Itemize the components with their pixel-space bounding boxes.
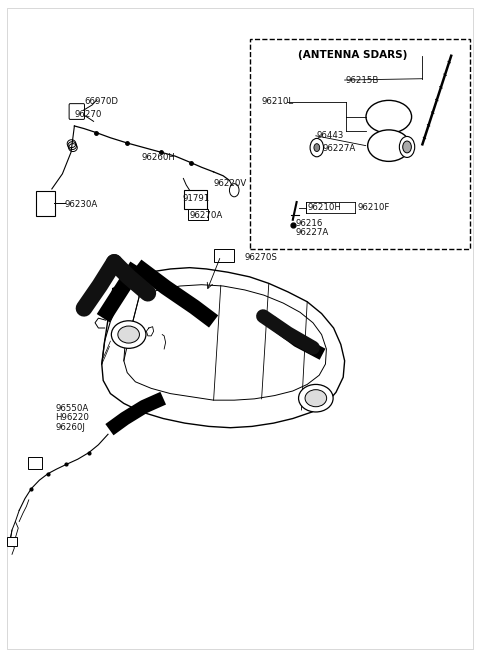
Ellipse shape [299, 384, 333, 412]
Text: (ANTENNA SDARS): (ANTENNA SDARS) [298, 50, 407, 60]
Ellipse shape [111, 321, 146, 348]
Text: 96227A: 96227A [295, 228, 328, 237]
Circle shape [403, 141, 411, 153]
Text: 96210H: 96210H [307, 203, 341, 213]
Text: 96230A: 96230A [65, 200, 98, 209]
Text: 96270S: 96270S [245, 253, 277, 262]
Text: 91791: 91791 [182, 194, 210, 203]
Circle shape [399, 136, 415, 157]
Ellipse shape [368, 130, 410, 161]
Text: 96550A: 96550A [55, 403, 88, 413]
Text: 96260J: 96260J [55, 423, 85, 432]
Text: H96220: H96220 [55, 413, 89, 422]
Text: 96210L: 96210L [262, 97, 294, 106]
Text: 96215B: 96215B [346, 75, 379, 85]
Text: 96270: 96270 [74, 110, 102, 119]
Text: 96443: 96443 [317, 131, 344, 140]
Text: 96270A: 96270A [190, 211, 223, 220]
Text: 96216: 96216 [295, 218, 323, 228]
FancyBboxPatch shape [69, 104, 84, 119]
Text: 96210F: 96210F [358, 203, 390, 213]
Text: 96227A: 96227A [323, 144, 356, 154]
Circle shape [229, 184, 239, 197]
Bar [250, 39, 470, 249]
FancyBboxPatch shape [28, 457, 42, 469]
Text: 66970D: 66970D [84, 97, 118, 106]
FancyBboxPatch shape [7, 537, 17, 546]
FancyBboxPatch shape [214, 249, 234, 262]
Text: 96220V: 96220V [214, 179, 247, 188]
FancyBboxPatch shape [188, 209, 208, 220]
Circle shape [314, 144, 320, 152]
Ellipse shape [118, 326, 140, 343]
FancyBboxPatch shape [36, 191, 55, 216]
Text: 96260H: 96260H [142, 153, 176, 162]
Circle shape [310, 138, 324, 157]
Ellipse shape [366, 100, 412, 133]
FancyBboxPatch shape [184, 190, 207, 209]
Ellipse shape [305, 390, 327, 407]
